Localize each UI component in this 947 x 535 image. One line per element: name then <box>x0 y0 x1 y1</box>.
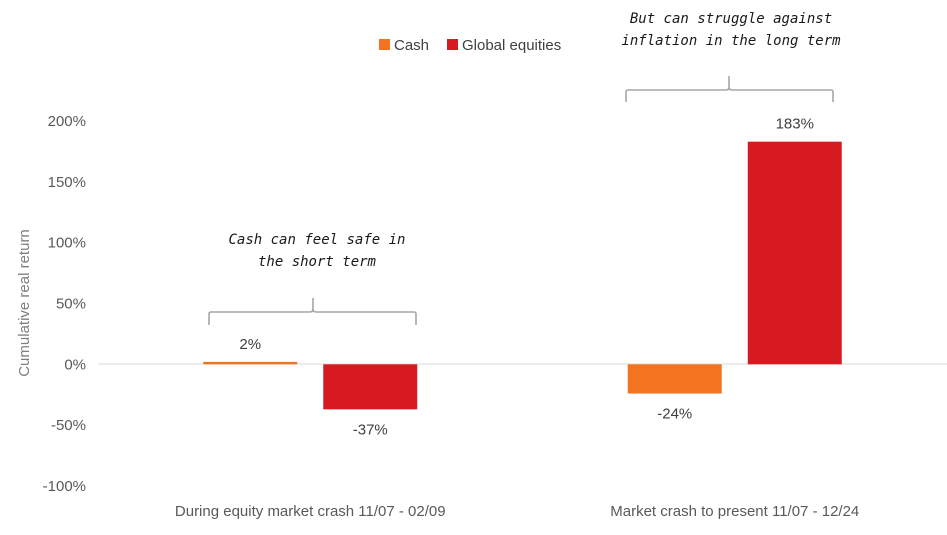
data-labels: 2% -37% -24% 183% <box>239 116 814 439</box>
data-label-global-equities-1: -37% <box>353 421 388 438</box>
bar-global-equities-2 <box>747 141 842 365</box>
bar-cash-1 <box>203 361 298 365</box>
legend-swatch-global-equities <box>447 39 458 50</box>
legend-label-cash: Cash <box>394 37 429 54</box>
y-tick-label: 150% <box>48 174 86 191</box>
y-tick-label: 50% <box>56 296 86 313</box>
data-label-global-equities-2: 183% <box>776 116 814 133</box>
data-label-cash-1: 2% <box>239 336 261 353</box>
annotation-long-term-line-2: inflation in the long term <box>621 33 841 49</box>
y-axis-label: Cumulative real return <box>16 229 33 377</box>
data-label-cash-2: -24% <box>657 406 692 423</box>
annotation-short-term-line-2: the short term <box>258 254 377 270</box>
annotation-long-term-line-1: But can struggle against <box>630 11 832 27</box>
category-label-2: Market crash to present 11/07 - 12/24 <box>610 503 859 520</box>
brace-short-term <box>208 298 417 325</box>
y-tick-label: -100% <box>43 478 86 495</box>
y-tick-label: 0% <box>64 356 86 373</box>
y-axis-ticks: 200% 150% 100% 50% 0% -50% -100% <box>43 113 86 495</box>
y-tick-label: 100% <box>48 235 86 252</box>
bars <box>203 141 842 410</box>
bar-cash-2 <box>627 364 722 394</box>
annotation-short-term-line-1: Cash can feel safe in <box>228 232 405 248</box>
category-label-1: During equity market crash 11/07 - 02/09 <box>175 503 446 520</box>
legend: Cash Global equities <box>379 37 561 54</box>
brace-long-term <box>625 76 834 102</box>
annotation-short-term: Cash can feel safe in the short term <box>208 232 417 325</box>
y-tick-label: -50% <box>51 417 86 434</box>
category-labels: During equity market crash 11/07 - 02/09… <box>175 503 859 520</box>
bar-global-equities-1 <box>323 364 418 410</box>
annotation-long-term: But can struggle against inflation in th… <box>621 11 841 102</box>
y-tick-label: 200% <box>48 113 86 130</box>
legend-swatch-cash <box>379 39 390 50</box>
legend-label-global-equities: Global equities <box>462 37 561 54</box>
